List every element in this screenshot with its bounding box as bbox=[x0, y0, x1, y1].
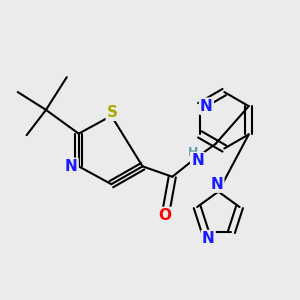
Text: N: N bbox=[211, 177, 223, 192]
Text: H: H bbox=[188, 146, 198, 159]
Text: O: O bbox=[158, 208, 171, 223]
Text: N: N bbox=[191, 153, 204, 168]
Text: S: S bbox=[107, 105, 118, 120]
Text: N: N bbox=[65, 159, 78, 174]
Text: N: N bbox=[200, 99, 213, 114]
Text: N: N bbox=[202, 231, 214, 246]
